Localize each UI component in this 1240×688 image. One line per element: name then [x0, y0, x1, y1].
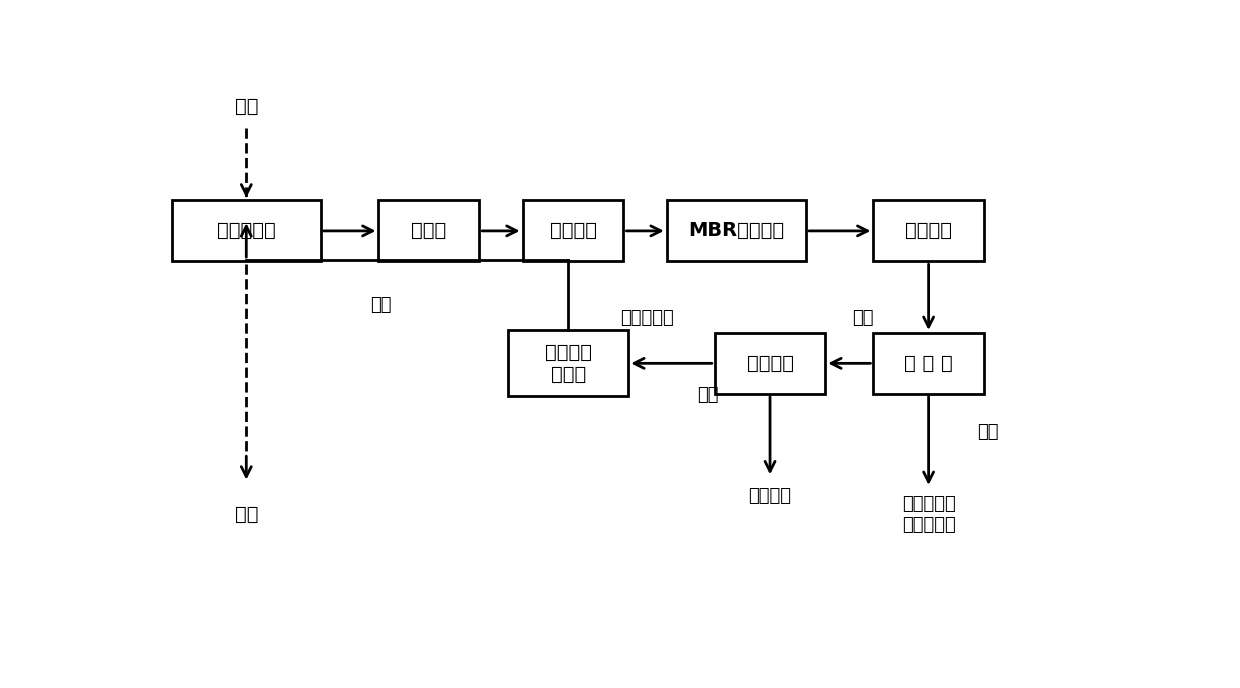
- Text: 出水: 出水: [234, 505, 258, 524]
- Bar: [172, 200, 321, 261]
- Bar: [873, 200, 983, 261]
- Text: 纳 滤 膜: 纳 滤 膜: [904, 354, 954, 373]
- Bar: [508, 330, 629, 396]
- Text: 消毒: 消毒: [370, 296, 392, 314]
- Text: 次氯酸钠
发生器: 次氯酸钠 发生器: [544, 343, 591, 384]
- Bar: [873, 333, 983, 394]
- Text: 再生液配制: 再生液配制: [620, 310, 675, 327]
- Text: 浓水: 浓水: [977, 423, 998, 441]
- Text: 浓水: 浓水: [697, 386, 718, 404]
- Text: 废液池: 废液池: [412, 222, 446, 240]
- Text: 回用水箱: 回用水箱: [905, 222, 952, 240]
- Text: 进水: 进水: [234, 97, 258, 116]
- Bar: [522, 200, 624, 261]
- Text: 产水: 产水: [852, 310, 873, 327]
- Bar: [714, 333, 826, 394]
- Text: MBR膜反应器: MBR膜反应器: [688, 222, 785, 240]
- Bar: [667, 200, 806, 261]
- Text: 产水排放: 产水排放: [749, 487, 791, 505]
- Bar: [378, 200, 480, 261]
- Text: 反渗透膜: 反渗透膜: [746, 354, 794, 373]
- Text: 反硝化池: 反硝化池: [549, 222, 596, 240]
- Text: 部分与树脂
罐出水混排: 部分与树脂 罐出水混排: [901, 495, 956, 534]
- Text: 树脂吸附罐: 树脂吸附罐: [217, 222, 275, 240]
